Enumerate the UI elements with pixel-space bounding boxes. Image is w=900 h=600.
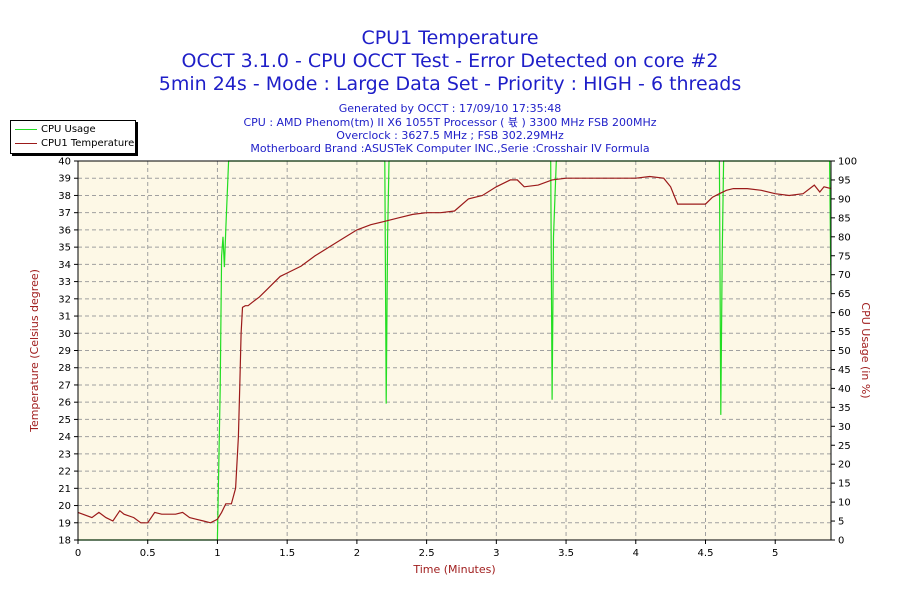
x-tick-label: 1.5 <box>279 548 295 559</box>
y-right-tick-label: 55 <box>838 327 851 338</box>
y-left-tick-label: 29 <box>58 346 71 357</box>
x-tick-label: 5 <box>772 548 778 559</box>
x-tick-label: 4.5 <box>698 548 714 559</box>
y-right-tick-label: 10 <box>838 498 851 509</box>
series-line-cpu-usage <box>78 160 832 541</box>
x-tick-label: 0 <box>75 548 81 559</box>
chart-subtitle: OCCT 3.1.0 - CPU OCCT Test - Error Detec… <box>181 50 719 72</box>
y-right-tick-label: 100 <box>838 157 857 168</box>
y-left-tick-label: 33 <box>58 277 71 288</box>
y-left-axis-title: Temperature (Celsius degree) <box>28 269 41 433</box>
y-left-tick-label: 22 <box>58 467 71 478</box>
chart-title: CPU1 Temperature <box>361 27 539 49</box>
y-left-tick-label: 21 <box>58 484 71 495</box>
y-right-axis-title: CPU Usage (in %) <box>859 302 872 398</box>
y-left-tick-label: 37 <box>58 208 71 219</box>
y-left-tick-label: 32 <box>58 294 71 305</box>
x-tick-label: 1 <box>214 548 220 559</box>
legend-label-usage: CPU Usage <box>41 124 96 135</box>
y-left-tick-label: 25 <box>58 415 71 426</box>
y-left-tick-label: 31 <box>58 312 71 323</box>
legend-item-usage: CPU Usage <box>15 123 96 136</box>
x-axis-title: Time (Minutes) <box>412 563 495 576</box>
legend-swatch-usage <box>15 128 37 130</box>
info-generated: Generated by OCCT : 17/09/10 17:35:48 <box>338 102 562 115</box>
y-left-tick-label: 28 <box>58 363 71 374</box>
y-right-tick-label: 70 <box>838 270 851 281</box>
y-right-tick-label: 35 <box>838 403 851 414</box>
y-right-tick-label: 50 <box>838 346 851 357</box>
info-motherboard: Motherboard Brand :ASUSTeK Computer INC.… <box>250 142 650 155</box>
y-left-tick-label: 34 <box>58 260 71 271</box>
x-tick-label: 4 <box>633 548 639 559</box>
y-right-tick-label: 30 <box>838 422 851 433</box>
x-tick-label: 3 <box>493 548 499 559</box>
y-left-tick-label: 40 <box>58 157 71 168</box>
y-left-tick-label: 19 <box>58 518 71 529</box>
y-left-tick-label: 38 <box>58 191 71 202</box>
y-left-tick-label: 20 <box>58 501 71 512</box>
chart-legend: CPU Usage CPU1 Temperature <box>10 120 136 154</box>
y-left-tick-label: 35 <box>58 243 71 254</box>
y-left-tick-label: 36 <box>58 225 71 236</box>
legend-swatch-temperature <box>15 142 37 144</box>
y-right-tick-label: 75 <box>838 251 851 262</box>
y-left-tick-label: 18 <box>58 536 71 547</box>
legend-item-temperature: CPU1 Temperature <box>15 137 134 150</box>
y-right-tick-label: 20 <box>838 460 851 471</box>
x-tick-label: 2.5 <box>419 548 435 559</box>
y-right-tick-label: 15 <box>838 479 851 490</box>
y-right-tick-label: 95 <box>838 175 851 186</box>
y-left-tick-label: 27 <box>58 380 71 391</box>
y-right-tick-label: 60 <box>838 308 851 319</box>
y-right-tick-label: 85 <box>838 213 851 224</box>
x-tick-label: 3.5 <box>558 548 574 559</box>
x-tick-label: 2 <box>354 548 360 559</box>
y-right-tick-label: 25 <box>838 441 851 452</box>
y-left-tick-label: 30 <box>58 329 71 340</box>
y-right-tick-label: 45 <box>838 365 851 376</box>
y-left-tick-label: 26 <box>58 398 71 409</box>
y-right-tick-label: 40 <box>838 384 851 395</box>
y-right-tick-label: 80 <box>838 232 851 243</box>
legend-label-temperature: CPU1 Temperature <box>41 138 135 149</box>
info-cpu: CPU : AMD Phenom(tm) II X6 1055T Process… <box>243 116 657 129</box>
y-right-tick-label: 5 <box>838 517 844 528</box>
info-overclock: Overclock : 3627.5 MHz ; FSB 302.29MHz <box>336 129 564 142</box>
series-line-cpu1-temperature <box>77 175 832 524</box>
y-right-tick-label: 0 <box>838 536 844 547</box>
y-left-tick-label: 23 <box>58 449 71 460</box>
chart-subtitle-2: 5min 24s - Mode : Large Data Set - Prior… <box>158 73 742 95</box>
y-left-tick-label: 24 <box>58 432 71 443</box>
x-tick-label: 0.5 <box>140 548 156 559</box>
y-right-tick-label: 90 <box>838 194 851 205</box>
y-right-tick-label: 65 <box>838 289 851 300</box>
y-left-tick-label: 39 <box>58 174 71 185</box>
